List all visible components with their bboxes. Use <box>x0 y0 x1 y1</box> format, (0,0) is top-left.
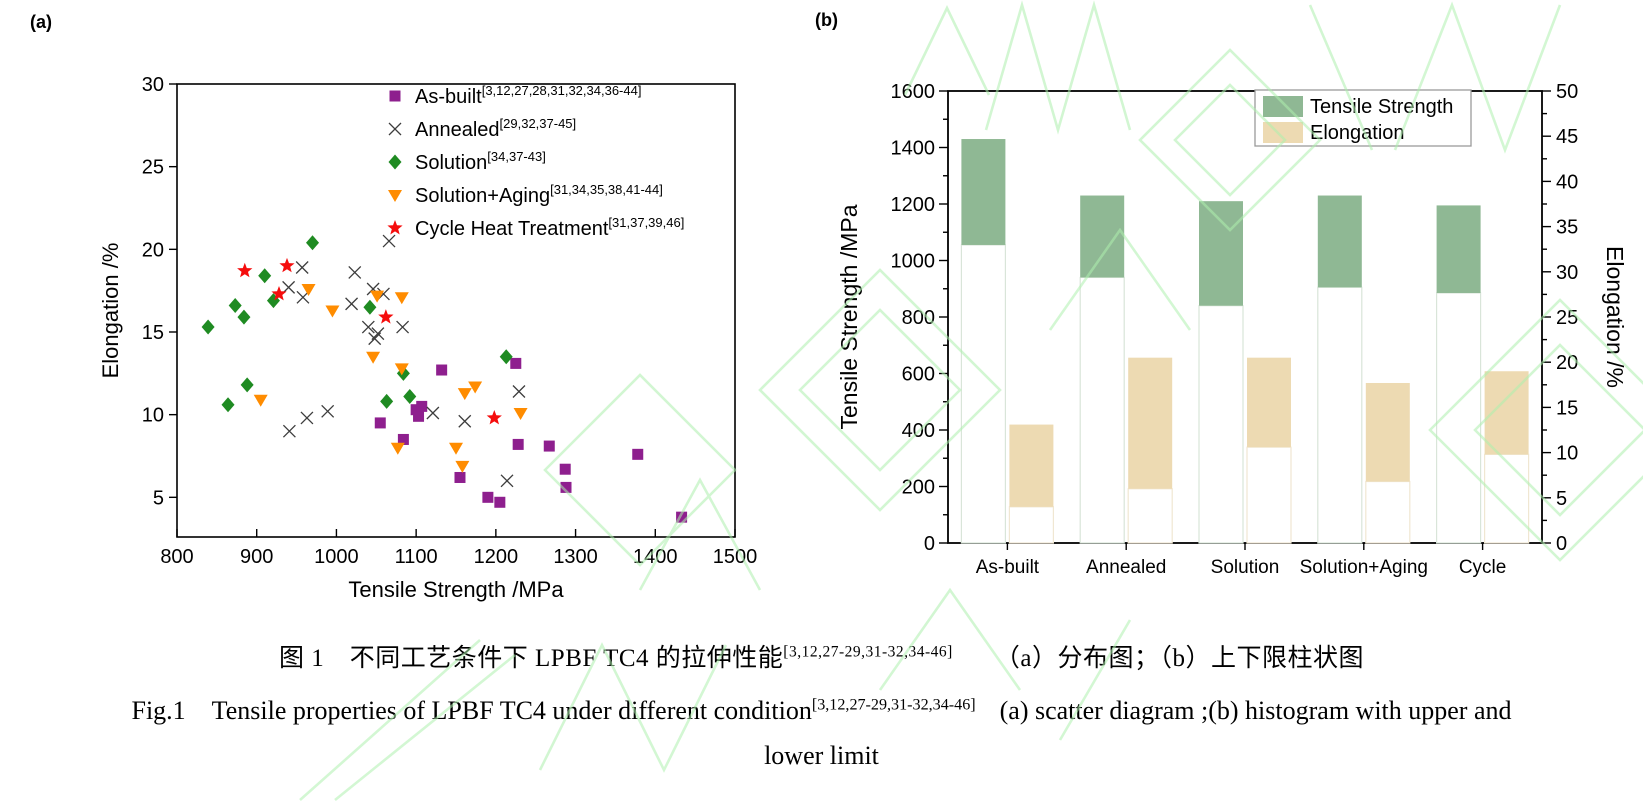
svg-text:20: 20 <box>1556 352 1578 374</box>
svg-text:1200: 1200 <box>474 546 519 568</box>
right-axis: 0 5 10 15 20 25 30 35 40 45 50 <box>1542 81 1578 555</box>
svg-text:0: 0 <box>924 533 935 555</box>
legend-label: Annealed[29,32,37-45] <box>415 116 576 141</box>
svg-text:200: 200 <box>902 477 935 499</box>
svg-text:800: 800 <box>902 307 935 329</box>
legend: As-built[3,12,27,28,31,32,34,36-44] Annea… <box>387 83 684 240</box>
svg-text:900: 900 <box>240 546 273 568</box>
left-axis: 0 200 400 600 800 1000 1200 1400 1600 <box>891 81 948 555</box>
range-bar <box>1009 424 1054 507</box>
svg-text:5: 5 <box>153 487 164 509</box>
series-annealed <box>282 234 526 488</box>
svg-text:25: 25 <box>142 157 164 179</box>
figure-caption: 图 1 不同工艺条件下 LPBF TC4 的拉伸性能[3,12,27-29,31… <box>0 620 1643 771</box>
svg-text:5: 5 <box>1556 488 1567 510</box>
svg-text:1400: 1400 <box>633 546 678 568</box>
svg-text:30: 30 <box>1556 262 1578 284</box>
right-axis-label: Elongation /% <box>1602 246 1628 388</box>
range-bar <box>1247 357 1291 448</box>
svg-text:1100: 1100 <box>395 546 438 568</box>
svg-text:1300: 1300 <box>553 546 598 568</box>
range-bar <box>1317 195 1362 288</box>
range-bar <box>1365 382 1410 482</box>
range-bar <box>1484 371 1529 455</box>
svg-text:40: 40 <box>1556 171 1578 193</box>
range-bar <box>1080 195 1125 278</box>
left-axis-label: Tensile Strength /MPa <box>836 204 862 429</box>
svg-text:50: 50 <box>1556 81 1578 103</box>
series-solution <box>201 235 513 413</box>
svg-text:1000: 1000 <box>314 546 359 568</box>
svg-text:1200: 1200 <box>891 194 936 216</box>
svg-text:1400: 1400 <box>891 138 936 160</box>
caption-line-en-2: lower limit <box>764 741 879 770</box>
svg-text:1000: 1000 <box>891 251 936 273</box>
series-as-built <box>374 357 688 523</box>
legend-label: Solution+Aging[31,34,35,38,41-44] <box>415 182 663 207</box>
svg-text:45: 45 <box>1556 126 1578 148</box>
range-bar <box>1199 201 1243 306</box>
svg-text:1600: 1600 <box>891 81 936 103</box>
y-axis-label: Elongation /% <box>98 243 123 379</box>
caption-refs-en: [3,12,27-29,31-32,34-46] <box>811 696 976 714</box>
legend-label: Tensile Strength <box>1310 96 1453 118</box>
legend-label: As-built[3,12,27,28,31,32,34,36-44] <box>415 83 641 108</box>
caption-line-zh: 图 1 不同工艺条件下 LPBF TC4 的拉伸性能[3,12,27-29,31… <box>279 643 1364 672</box>
range-bar <box>961 139 1006 245</box>
svg-text:As-built: As-built <box>976 557 1040 578</box>
range-bar <box>1128 357 1173 489</box>
svg-text:0: 0 <box>1556 533 1567 555</box>
svg-text:800: 800 <box>160 546 193 568</box>
panel-a-label: (a) <box>30 12 52 32</box>
range-bar-chart: 0 200 400 600 800 1000 1200 1400 1600 0 5 10 15 20 25 3… <box>836 81 1628 578</box>
legend: Tensile Strength Elongation <box>1254 89 1472 147</box>
svg-text:10: 10 <box>1556 443 1578 465</box>
svg-text:600: 600 <box>902 364 935 386</box>
legend-label: Solution[34,37-43] <box>415 149 546 174</box>
svg-text:1500: 1500 <box>713 546 758 568</box>
svg-text:15: 15 <box>1556 397 1578 419</box>
svg-text:35: 35 <box>1556 217 1578 239</box>
svg-text:15: 15 <box>142 322 164 344</box>
svg-text:25: 25 <box>1556 307 1578 329</box>
legend-label: Cycle Heat Treatment[31,37,39,46] <box>415 215 684 240</box>
caption-refs-zh: [3,12,27-29,31-32,34-46] <box>783 643 953 661</box>
caption-line-en: Fig.1 Tensile properties of LPBF TC4 und… <box>131 696 1512 725</box>
range-bar <box>1436 205 1481 293</box>
series-solution-aging <box>253 284 528 473</box>
legend-label: Elongation <box>1310 122 1405 144</box>
panel-b-label: (b) <box>815 10 838 30</box>
svg-text:Solution: Solution <box>1211 557 1280 578</box>
svg-text:Solution+Aging: Solution+Aging <box>1300 557 1428 578</box>
scatter-chart: 800 900 1000 1100 1200 1300 1400 1500 5 10 15 20 25 3… <box>98 74 757 602</box>
svg-text:Annealed: Annealed <box>1086 557 1166 578</box>
plot-frame <box>176 83 736 538</box>
svg-text:30: 30 <box>142 74 164 96</box>
x-axis-label: Tensile Strength /MPa <box>348 577 564 602</box>
series-cycle-heat-treatment <box>237 257 502 425</box>
y-axis: 5 10 15 20 25 30 <box>142 74 177 509</box>
svg-text:20: 20 <box>142 239 164 261</box>
svg-text:Cycle: Cycle <box>1459 557 1507 578</box>
category-axis: As-built Annealed Solution Solution+Aging Cy… <box>976 543 1507 578</box>
svg-text:10: 10 <box>142 405 164 427</box>
x-axis: 800 900 1000 1100 1200 1300 1400 1500 <box>160 529 757 568</box>
svg-text:400: 400 <box>902 420 935 442</box>
